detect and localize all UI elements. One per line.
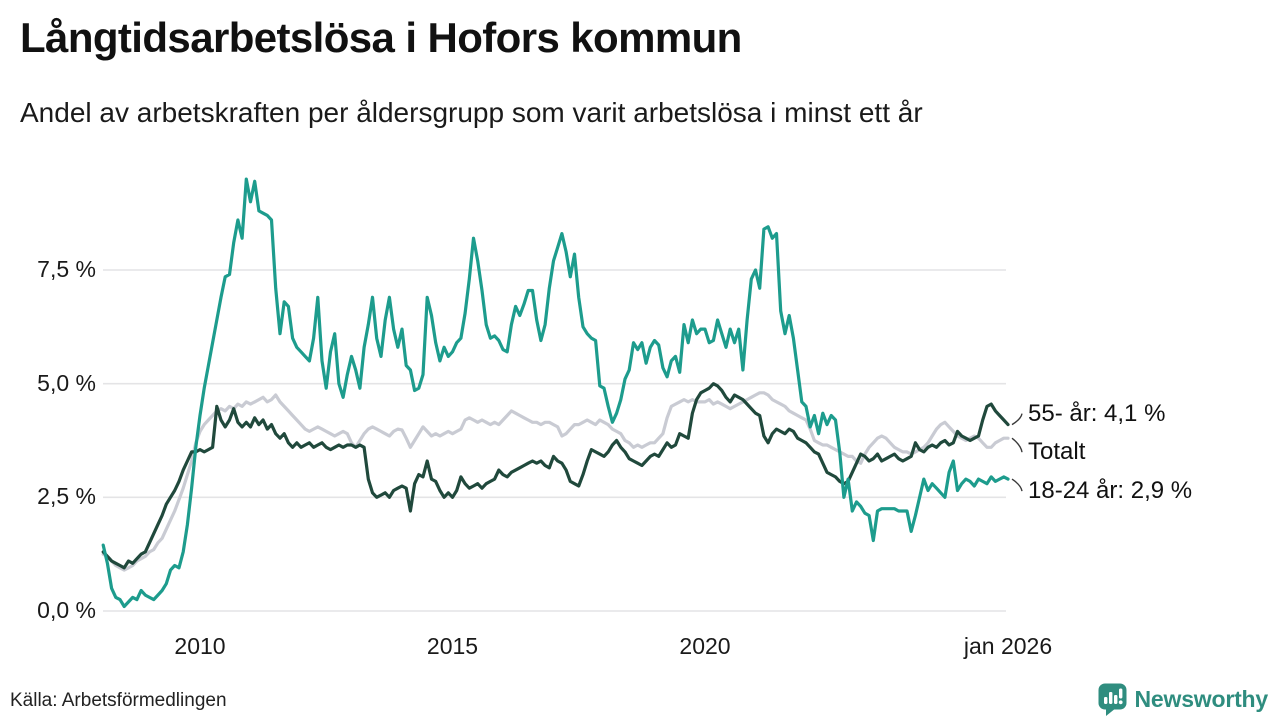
series-line-55-r [101, 382, 1010, 570]
series-label-connector [1011, 413, 1023, 426]
x-tick-label: 2010 [174, 633, 226, 659]
newsworthy-bubble-chart-icon [1098, 683, 1127, 716]
x-tick-label: jan 2026 [963, 633, 1053, 659]
series-end-label: 55- år: 4,1 % [1028, 399, 1166, 427]
series-label-connector [1011, 437, 1023, 453]
chart-title: Långtidsarbetslösa i Hofors kommun [20, 14, 742, 61]
newsworthy-logo[interactable]: Newsworthy [1097, 682, 1268, 717]
series-line-totalt [101, 391, 1010, 572]
y-tick-label: 7,5 % [37, 255, 96, 282]
series-end-label: 18-24 år: 2,9 % [1028, 477, 1193, 505]
newsworthy-wordmark: Newsworthy [1134, 686, 1269, 712]
y-tick-label: 2,5 % [37, 483, 96, 510]
y-tick-label: 5,0 % [37, 369, 96, 396]
source-note: Källa: Arbetsförmedlingen [10, 690, 227, 711]
series-line-18-24-r [101, 177, 1010, 609]
series-end-label: Totalt [1028, 438, 1086, 466]
x-tick-label: 2020 [679, 633, 731, 659]
x-tick-label: 2015 [426, 633, 479, 659]
chart-subtitle: Andel av arbetskraften per åldersgrupp s… [20, 97, 923, 128]
series-label-connector [1011, 478, 1023, 492]
y-tick-label: 0,0 % [37, 596, 96, 623]
